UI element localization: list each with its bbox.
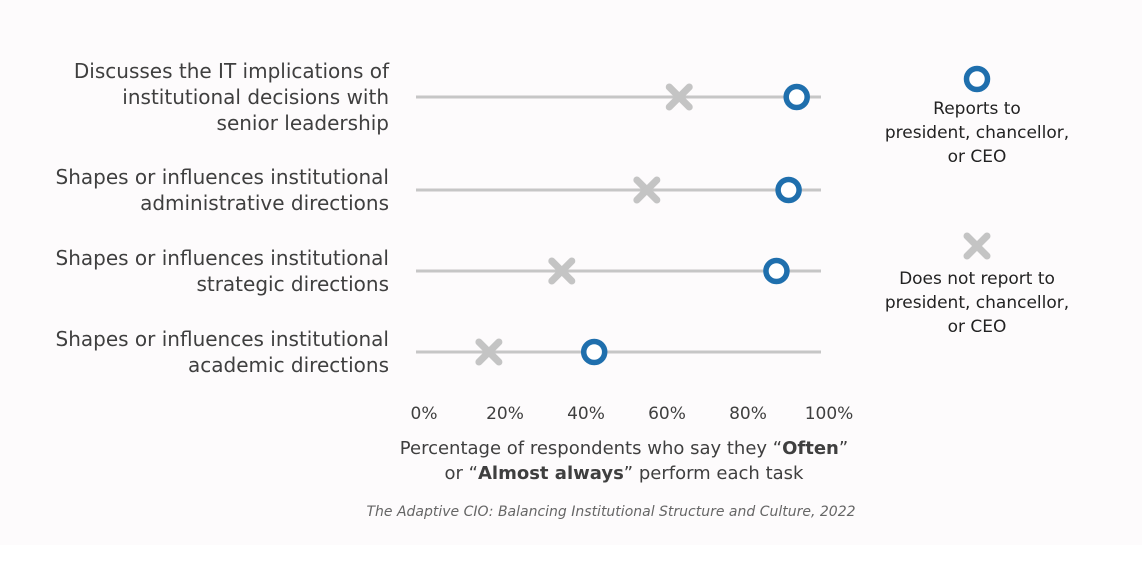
legend-label-line: or CEO (948, 147, 1007, 167)
source-caption: The Adaptive CIO: Balancing Institutiona… (366, 504, 855, 520)
data-point-circle (783, 83, 810, 111)
x-tick-label: 80% (729, 404, 767, 424)
title-text: Percentage of respondents who say they “ (400, 438, 782, 459)
category-label-line: strategic directions (196, 272, 389, 296)
x-stroke (633, 176, 661, 204)
category-label-line: academic directions (188, 353, 389, 377)
x-axis-title-line: Percentage of respondents who say they “… (400, 438, 848, 459)
category-label-line: senior leadership (217, 111, 389, 135)
data-point-circle (775, 176, 802, 204)
chart-frame: Discusses the IT implications of institut… (55, 59, 1070, 520)
legend-x-marker (963, 232, 991, 260)
x-axis-title-line: or “Almost always” perform each task (445, 463, 804, 484)
data-point-circle (580, 338, 608, 366)
x-stroke (548, 257, 576, 285)
data-marks (475, 83, 810, 366)
row-lines (416, 95, 821, 354)
x-tick-label: 40% (567, 404, 605, 424)
x-axis-title: Percentage of respondents who say they “… (400, 438, 848, 484)
x-tick-label: 20% (486, 404, 524, 424)
title-text: ” perform each task (624, 463, 804, 484)
data-point-x (665, 83, 693, 111)
legend-label-line: Does not report to (899, 269, 1055, 289)
legend-circle-marker (963, 65, 991, 93)
title-bold-text: Often (782, 438, 839, 459)
x-tick-labels: 0% 20% 40% 60% 80% 100% (411, 404, 854, 424)
title-text: or “ (445, 463, 478, 484)
x-tick-label: 0% (411, 404, 438, 424)
data-point-x (548, 257, 576, 285)
dot-chart: Discusses the IT implications ofinstitut… (56, 59, 1070, 520)
category-label-line: Shapes or influences institutional (56, 327, 389, 351)
legend-label-line: president, chancellor, (885, 293, 1069, 313)
data-point-circle (763, 257, 790, 285)
data-point-x (633, 176, 661, 204)
data-point-x (475, 338, 503, 366)
category-label-line: Shapes or influences institutional (56, 246, 389, 270)
x-stroke (475, 338, 503, 366)
title-bold-text: Almost always (478, 463, 624, 484)
x-tick-label: 60% (648, 404, 686, 424)
legend: Reports to president, chancellor, or CEO Do… (885, 65, 1069, 337)
category-label-line: Shapes or influences institutional (56, 165, 389, 189)
category-labels: Discusses the IT implications ofinstitut… (56, 59, 390, 377)
x-stroke (665, 83, 693, 111)
x-tick-label: 100% (805, 404, 854, 424)
legend-label-line: Reports to (933, 99, 1021, 119)
legend-label-line: or CEO (948, 317, 1007, 337)
category-label-line: administrative directions (140, 191, 389, 215)
title-text: ” (839, 438, 848, 459)
category-label-line: institutional decisions with (122, 85, 389, 109)
legend-label-line: president, chancellor, (885, 123, 1069, 143)
category-label-line: Discusses the IT implications of (74, 59, 390, 83)
x-stroke (963, 232, 991, 260)
